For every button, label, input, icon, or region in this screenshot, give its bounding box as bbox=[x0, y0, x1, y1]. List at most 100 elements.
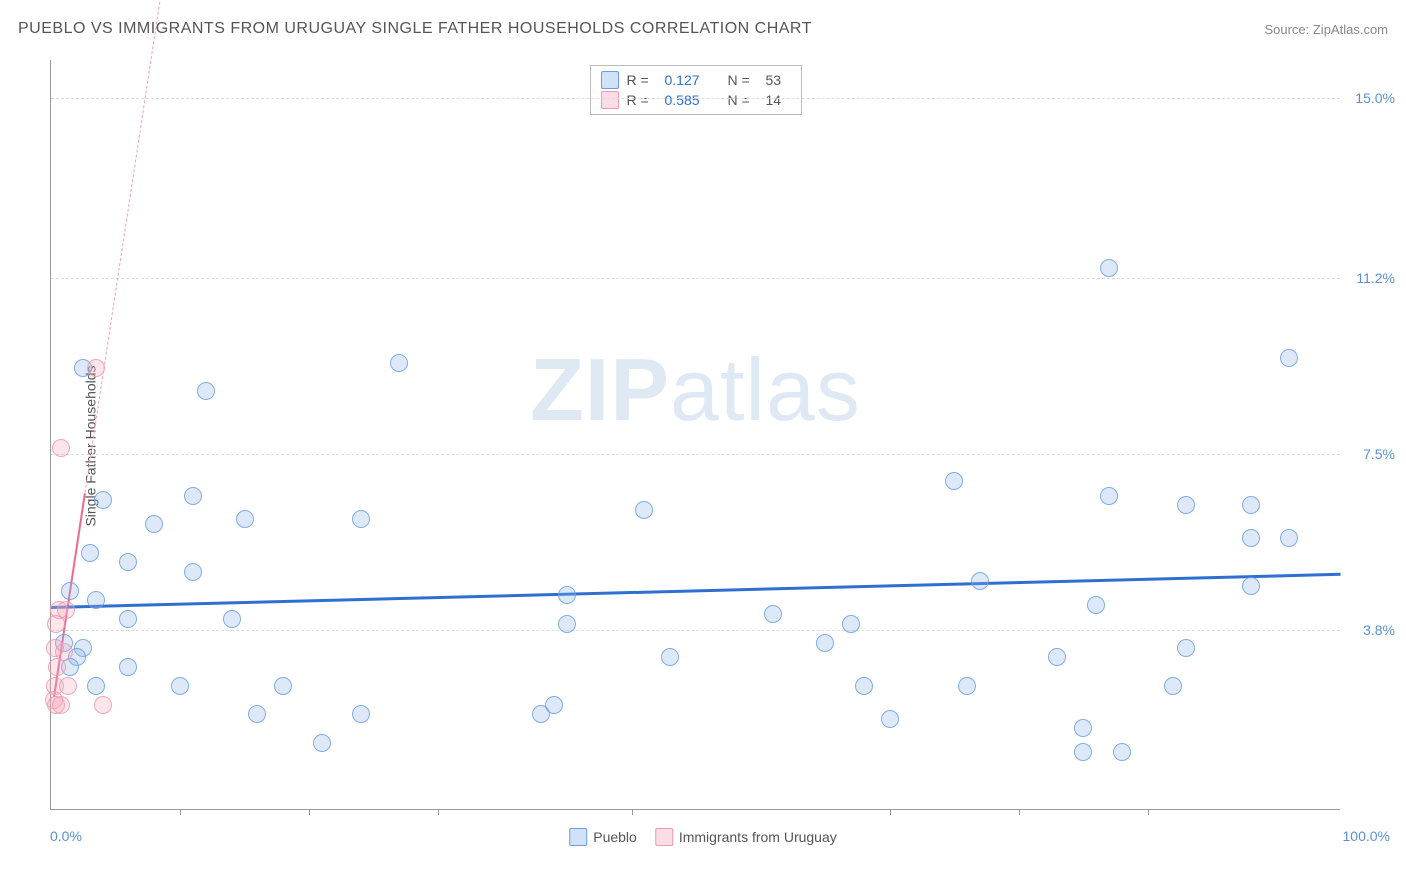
legend-item: Immigrants from Uruguay bbox=[655, 828, 837, 846]
scatter-point bbox=[61, 582, 79, 600]
legend-label: Pueblo bbox=[593, 829, 637, 845]
scatter-point bbox=[635, 501, 653, 519]
scatter-point bbox=[145, 515, 163, 533]
y-tick-label: 15.0% bbox=[1355, 90, 1395, 106]
n-label: N = bbox=[728, 92, 758, 108]
y-tick-label: 3.8% bbox=[1363, 622, 1395, 638]
scatter-point bbox=[1113, 743, 1131, 761]
scatter-point bbox=[1074, 743, 1092, 761]
r-value: 0.127 bbox=[665, 72, 720, 88]
scatter-point bbox=[1164, 677, 1182, 695]
scatter-point bbox=[855, 677, 873, 695]
x-tick bbox=[180, 809, 181, 815]
scatter-point bbox=[1177, 496, 1195, 514]
scatter-point bbox=[971, 572, 989, 590]
scatter-point bbox=[119, 658, 137, 676]
legend-stats: R = 0.127 N = 53 R = 0.585 N = 14 bbox=[590, 65, 802, 115]
scatter-point bbox=[558, 615, 576, 633]
n-value: 14 bbox=[766, 92, 791, 108]
scatter-point bbox=[47, 615, 65, 633]
scatter-point bbox=[1100, 487, 1118, 505]
scatter-point bbox=[1087, 596, 1105, 614]
scatter-point bbox=[87, 677, 105, 695]
scatter-point bbox=[842, 615, 860, 633]
legend-series: Pueblo Immigrants from Uruguay bbox=[569, 828, 837, 846]
scatter-point bbox=[223, 610, 241, 628]
scatter-point bbox=[958, 677, 976, 695]
gridline bbox=[51, 454, 1340, 455]
scatter-point bbox=[248, 705, 266, 723]
gridline bbox=[51, 630, 1340, 631]
scatter-point bbox=[184, 487, 202, 505]
scatter-point bbox=[236, 510, 254, 528]
legend-stat-row: R = 0.127 N = 53 bbox=[601, 70, 791, 90]
r-label: R = bbox=[627, 92, 657, 108]
scatter-point bbox=[81, 544, 99, 562]
scatter-point bbox=[87, 591, 105, 609]
x-tick bbox=[1019, 809, 1020, 815]
legend-item: Pueblo bbox=[569, 828, 637, 846]
gridline bbox=[51, 98, 1340, 99]
gridline bbox=[51, 278, 1340, 279]
r-value: 0.585 bbox=[665, 92, 720, 108]
x-axis-max: 100.0% bbox=[1343, 828, 1390, 844]
scatter-point bbox=[1048, 648, 1066, 666]
chart-title: PUEBLO VS IMMIGRANTS FROM URUGUAY SINGLE… bbox=[18, 20, 812, 38]
y-tick-label: 11.2% bbox=[1356, 270, 1395, 286]
x-tick bbox=[1148, 809, 1149, 815]
scatter-point bbox=[52, 439, 70, 457]
scatter-point bbox=[1242, 529, 1260, 547]
scatter-point bbox=[390, 354, 408, 372]
scatter-point bbox=[184, 563, 202, 581]
chart-plot-area: ZIPatlas R =0.127N =53R =0.585N =14 3.8%… bbox=[50, 60, 1340, 810]
scatter-point bbox=[1177, 639, 1195, 657]
scatter-point bbox=[545, 696, 563, 714]
legend-swatch bbox=[601, 91, 619, 109]
chart-header: PUEBLO VS IMMIGRANTS FROM URUGUAY SINGLE… bbox=[18, 20, 1388, 38]
x-tick bbox=[309, 809, 310, 815]
legend-stat-row: R = 0.585 N = 14 bbox=[601, 90, 791, 110]
n-value: 53 bbox=[766, 72, 791, 88]
source-attribution: Source: ZipAtlas.com bbox=[1264, 22, 1388, 37]
scatter-point bbox=[816, 634, 834, 652]
scatter-point bbox=[52, 696, 70, 714]
scatter-point bbox=[1074, 719, 1092, 737]
scatter-point bbox=[764, 605, 782, 623]
legend-label: Immigrants from Uruguay bbox=[679, 829, 837, 845]
scatter-point bbox=[881, 710, 899, 728]
scatter-point bbox=[59, 677, 77, 695]
scatter-point bbox=[119, 553, 137, 571]
trend-line bbox=[51, 573, 1341, 609]
scatter-point bbox=[94, 491, 112, 509]
scatter-point bbox=[87, 359, 105, 377]
scatter-point bbox=[1100, 259, 1118, 277]
x-axis-min: 0.0% bbox=[50, 828, 82, 844]
legend-swatch bbox=[601, 71, 619, 89]
scatter-point bbox=[558, 586, 576, 604]
x-tick bbox=[438, 809, 439, 815]
watermark: ZIPatlas bbox=[530, 339, 861, 441]
scatter-point bbox=[1242, 496, 1260, 514]
y-tick-label: 7.5% bbox=[1363, 446, 1395, 462]
scatter-point bbox=[1280, 349, 1298, 367]
r-label: R = bbox=[627, 72, 657, 88]
scatter-point bbox=[197, 382, 215, 400]
watermark-prefix: ZIP bbox=[530, 340, 670, 439]
watermark-suffix: atlas bbox=[670, 340, 861, 439]
scatter-point bbox=[661, 648, 679, 666]
scatter-point bbox=[274, 677, 292, 695]
legend-swatch bbox=[655, 828, 673, 846]
x-tick bbox=[632, 809, 633, 815]
scatter-point bbox=[352, 705, 370, 723]
scatter-point bbox=[945, 472, 963, 490]
legend-swatch bbox=[569, 828, 587, 846]
n-label: N = bbox=[728, 72, 758, 88]
scatter-point bbox=[94, 696, 112, 714]
scatter-point bbox=[119, 610, 137, 628]
scatter-point bbox=[313, 734, 331, 752]
scatter-point bbox=[171, 677, 189, 695]
scatter-point bbox=[48, 658, 66, 676]
trend-line bbox=[84, 0, 174, 493]
scatter-point bbox=[352, 510, 370, 528]
scatter-point bbox=[1280, 529, 1298, 547]
